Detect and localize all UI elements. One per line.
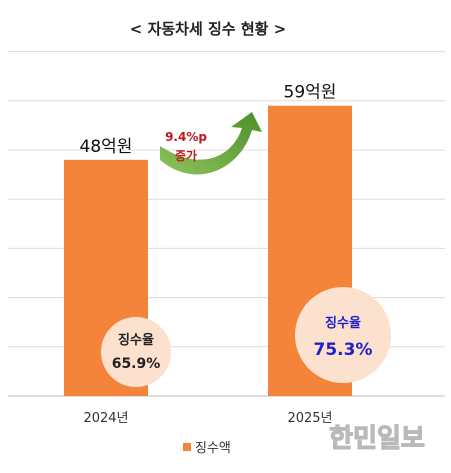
bar-value-label: 59억원 [284, 83, 337, 103]
x-tick-label: 2024년 [83, 411, 128, 426]
collection-rate-circle [295, 287, 391, 383]
watermark-text: 한민일보 [329, 424, 425, 454]
growth-text-value: 9.4%p [165, 130, 207, 144]
growth-arrow-icon [160, 112, 262, 175]
bar-value-label: 48억원 [80, 137, 133, 157]
collection-rate-value: 65.9% [112, 356, 161, 372]
legend-swatch [183, 443, 191, 451]
collection-rate-label: 징수율 [118, 332, 154, 348]
collection-rate-value: 75.3% [314, 340, 373, 360]
x-tick-label: 2025년 [287, 411, 332, 426]
collection-rate-label: 징수율 [325, 315, 361, 331]
bars-group: 48억원 2024년 징수율 65.9% 59억원 2025년 징수율 75.3% [64, 83, 391, 426]
legend-label: 징수액 [195, 441, 231, 456]
growth-text-label: 증가 [175, 148, 197, 163]
chart-title: < 자동차세 징수 현황 > [130, 20, 286, 38]
collection-rate-circle [101, 317, 171, 387]
